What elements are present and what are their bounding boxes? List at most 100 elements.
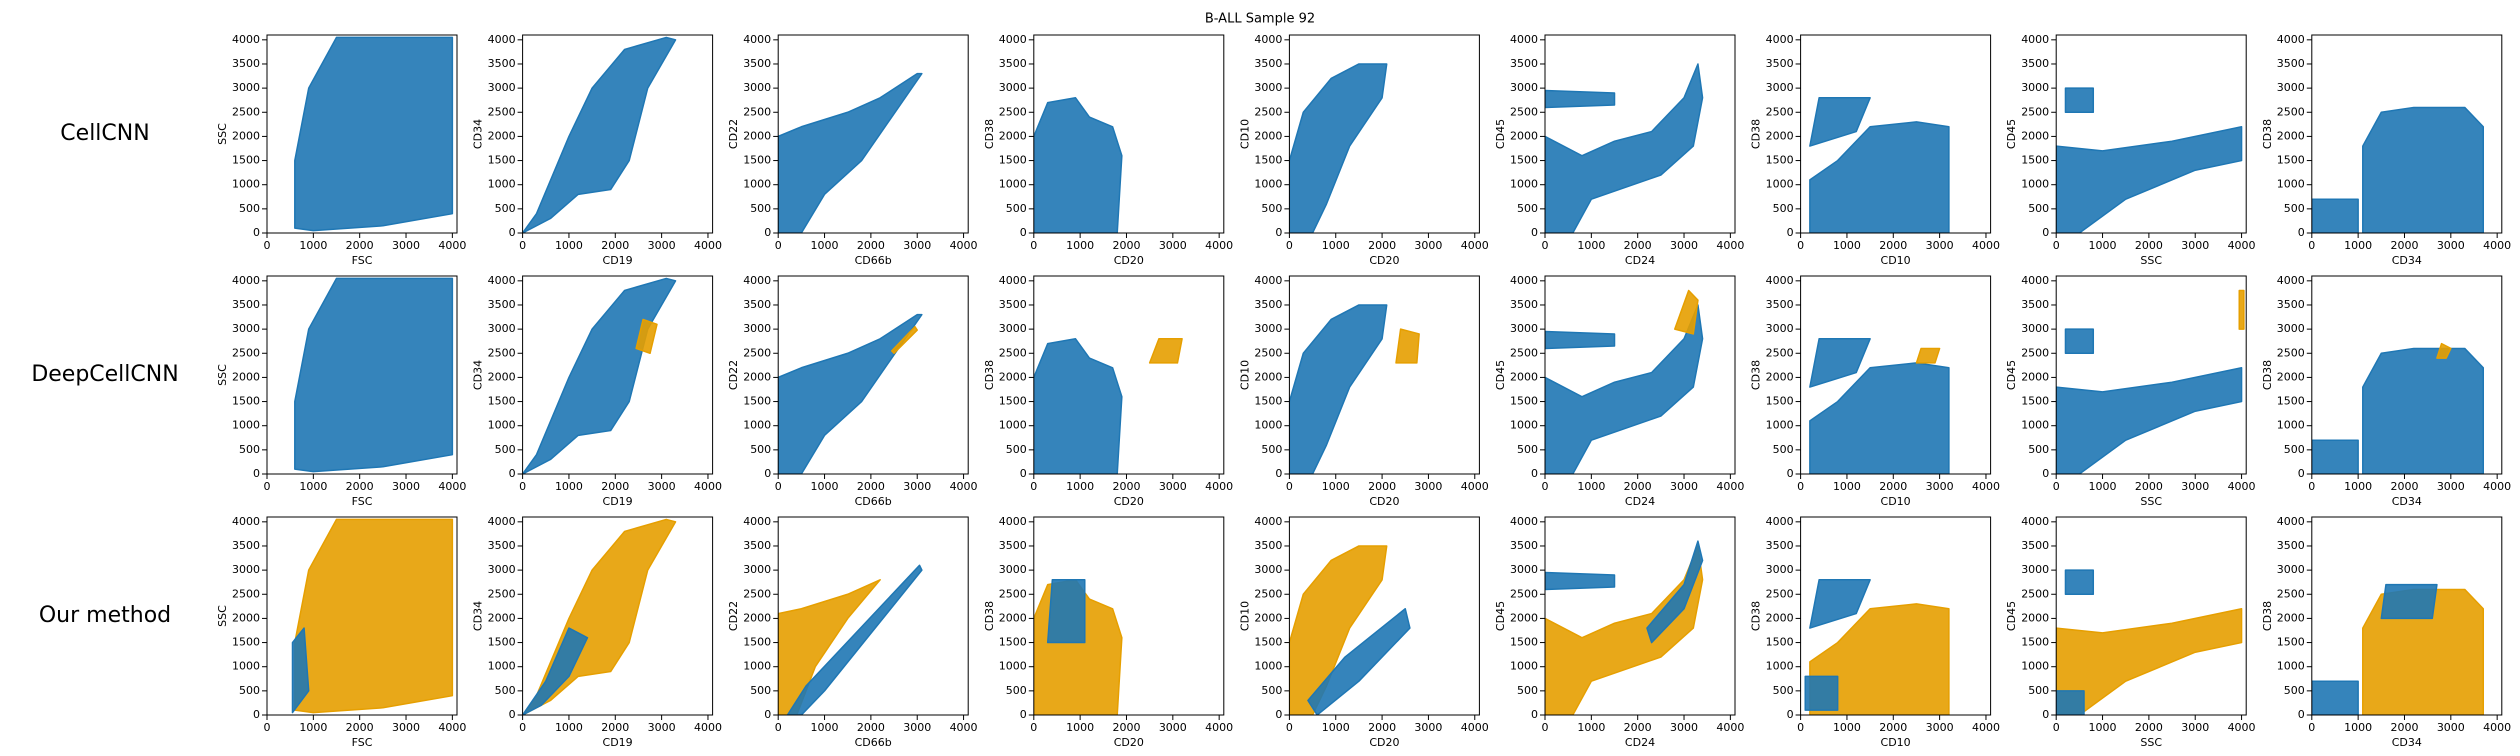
y-tick-label: 500 xyxy=(2028,684,2049,697)
subplot: 0 1000 2000 3000 4000 0 500 1000 1500 2000 2500 300… xyxy=(1494,274,1744,508)
subplot: 0 1000 2000 3000 4000 0 500 1000 1500 2000 2500 300… xyxy=(2005,33,2255,267)
plot-area xyxy=(1033,97,1123,233)
point-cloud xyxy=(2064,569,2095,596)
x-tick-label: 1000 xyxy=(2089,239,2117,252)
y-tick-label: 1500 xyxy=(488,154,516,167)
y-tick-label: 3500 xyxy=(743,298,771,311)
x-tick-label: 4000 xyxy=(1972,480,2000,493)
x-axis-label: CD66b xyxy=(855,495,892,508)
subplot: 0 1000 2000 3000 4000 0 500 1000 1500 2000 2500 300… xyxy=(1238,515,1488,749)
y-tick-label: 3000 xyxy=(743,563,771,576)
x-tick-label: 1000 xyxy=(1322,721,1350,734)
point-cloud xyxy=(1033,97,1123,233)
y-tick-label: 4000 xyxy=(232,515,260,528)
x-tick-label: 0 xyxy=(2053,239,2060,252)
y-tick-label: 500 xyxy=(239,443,260,456)
plot-area xyxy=(778,72,923,233)
axes-frame xyxy=(266,275,458,475)
x-axis-label: CD34 xyxy=(2392,495,2422,508)
y-tick-label: 2500 xyxy=(1766,346,1794,359)
axes-frame xyxy=(1544,34,1736,234)
plot-area xyxy=(1289,545,1411,715)
x-tick-label: 3000 xyxy=(392,721,420,734)
y-axis-label: CD34 xyxy=(472,119,485,149)
y-tick-label: 0 xyxy=(1787,708,1794,721)
y-tick-label: 3500 xyxy=(999,539,1027,552)
x-tick-label: 2000 xyxy=(601,239,629,252)
y-tick-label: 2000 xyxy=(488,611,516,624)
point-cloud xyxy=(2311,198,2359,233)
x-tick-label: 1000 xyxy=(1577,480,1605,493)
point-cloud xyxy=(294,36,454,232)
y-axis-label: CD38 xyxy=(983,360,996,390)
y-tick-label: 3000 xyxy=(1510,322,1538,335)
subplot: 0 1000 2000 3000 4000 0 500 1000 1500 2000 2500 300… xyxy=(2005,274,2255,508)
x-axis-label: CD10 xyxy=(1881,254,1911,267)
x-tick-label: 2000 xyxy=(2135,480,2163,493)
y-tick-label: 2500 xyxy=(1510,346,1538,359)
axes-frame xyxy=(1800,275,1992,475)
y-tick-label: 4000 xyxy=(2021,33,2049,46)
plot-area xyxy=(294,277,454,473)
y-tick-label: 3500 xyxy=(488,298,516,311)
y-tick-label: 2000 xyxy=(2021,370,2049,383)
y-tick-label: 4000 xyxy=(2277,33,2305,46)
y-tick-label: 0 xyxy=(1020,226,1027,239)
y-axis-label: CD22 xyxy=(727,360,740,390)
x-axis-label: CD20 xyxy=(1114,736,1144,749)
x-tick-label: 1000 xyxy=(299,239,327,252)
subplot: 0 1000 2000 3000 4000 0 500 1000 1500 2000 2500 300… xyxy=(1750,274,2000,508)
y-tick-label: 500 xyxy=(2284,684,2305,697)
x-tick-label: 0 xyxy=(1797,480,1804,493)
x-axis-label: CD19 xyxy=(603,254,633,267)
axes-frame xyxy=(2055,275,2247,475)
x-tick-label: 0 xyxy=(1542,239,1549,252)
point-cloud xyxy=(1809,121,1950,233)
plot-area xyxy=(522,36,677,233)
y-tick-label: 2500 xyxy=(2021,105,2049,118)
x-tick-label: 3000 xyxy=(648,239,676,252)
x-tick-label: 0 xyxy=(1286,721,1293,734)
point-cloud xyxy=(1289,63,1388,233)
x-tick-label: 1000 xyxy=(1577,239,1605,252)
x-tick-label: 2000 xyxy=(857,239,885,252)
x-tick-label: 2000 xyxy=(1879,239,1907,252)
y-tick-label: 4000 xyxy=(1254,274,1282,287)
y-tick-label: 0 xyxy=(1531,226,1538,239)
point-cloud xyxy=(1033,338,1123,474)
x-tick-label: 2000 xyxy=(1368,721,1396,734)
x-tick-label: 1000 xyxy=(2344,480,2372,493)
x-tick-label: 2000 xyxy=(1112,239,1140,252)
y-tick-label: 4000 xyxy=(1254,33,1282,46)
x-tick-label: 0 xyxy=(1797,721,1804,734)
point-cloud xyxy=(1809,97,1871,147)
x-tick-label: 1000 xyxy=(555,721,583,734)
y-tick-label: 4000 xyxy=(999,33,1027,46)
subplot: 0 1000 2000 3000 4000 0 500 1000 1500 2000 2500 300… xyxy=(1494,33,1744,267)
y-tick-label: 4000 xyxy=(743,515,771,528)
y-tick-label: 1500 xyxy=(1254,395,1282,408)
x-tick-label: 0 xyxy=(1030,480,1037,493)
x-tick-label: 4000 xyxy=(1461,480,1489,493)
point-cloud xyxy=(1148,338,1183,364)
y-tick-label: 1500 xyxy=(999,154,1027,167)
x-tick-label: 1000 xyxy=(1066,239,1094,252)
y-tick-label: 1000 xyxy=(2277,178,2305,191)
point-cloud xyxy=(635,318,658,355)
x-axis-label: CD24 xyxy=(1625,495,1655,508)
y-tick-label: 1000 xyxy=(1254,660,1282,673)
x-tick-label: 4000 xyxy=(438,239,466,252)
y-axis-label: CD38 xyxy=(2261,360,2274,390)
y-axis-label: CD34 xyxy=(472,601,485,631)
x-axis-label: CD10 xyxy=(1881,495,1911,508)
y-tick-label: 500 xyxy=(750,443,771,456)
x-tick-label: 3000 xyxy=(2181,721,2209,734)
x-axis-label: FSC xyxy=(352,254,373,267)
x-axis-label: CD20 xyxy=(1369,254,1399,267)
x-tick-label: 4000 xyxy=(694,721,722,734)
y-tick-label: 1000 xyxy=(1766,178,1794,191)
x-axis-label: CD24 xyxy=(1625,736,1655,749)
y-tick-label: 500 xyxy=(2284,202,2305,215)
point-cloud xyxy=(2380,583,2438,620)
